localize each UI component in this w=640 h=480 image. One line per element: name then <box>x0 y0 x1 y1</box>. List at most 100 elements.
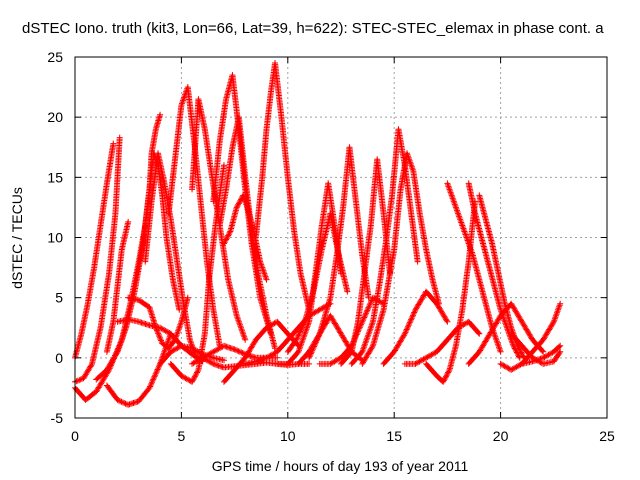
data-point <box>517 345 519 347</box>
data-point <box>559 351 561 353</box>
data-point <box>461 309 463 311</box>
data-point <box>478 194 480 196</box>
data-point <box>231 146 234 148</box>
data-point <box>155 128 157 130</box>
data-point <box>446 339 448 341</box>
data-point <box>114 212 117 215</box>
data-point <box>295 339 297 341</box>
data-point <box>180 104 182 106</box>
data-point <box>159 327 161 329</box>
data-point <box>280 116 283 118</box>
data-point <box>393 248 395 251</box>
data-point <box>191 347 193 349</box>
data-point <box>210 170 212 172</box>
data-point <box>472 254 474 257</box>
data-point <box>368 297 370 299</box>
data-point <box>446 182 448 184</box>
x-tick-label: 10 <box>280 428 296 444</box>
data-point <box>559 303 561 305</box>
data-point <box>327 182 329 184</box>
data-point <box>553 351 555 353</box>
data-point <box>219 224 221 227</box>
data-point <box>106 384 108 387</box>
data-point <box>425 363 427 365</box>
data-point <box>474 212 476 215</box>
data-point <box>397 128 400 130</box>
data-point <box>133 291 136 293</box>
data-point <box>157 152 159 154</box>
series-38 <box>518 342 564 367</box>
data-point <box>274 62 276 64</box>
data-point <box>406 152 408 154</box>
data-point <box>419 212 421 215</box>
data-point <box>138 299 140 301</box>
data-point <box>425 291 427 293</box>
y-tick-label: 15 <box>47 169 63 185</box>
y-tick-label: 10 <box>47 230 63 246</box>
data-point <box>521 321 523 323</box>
series-36 <box>497 300 564 373</box>
data-point <box>276 321 278 323</box>
data-point <box>80 333 82 335</box>
data-point <box>287 333 289 335</box>
data-point <box>340 357 342 359</box>
x-tick-label: 15 <box>386 428 402 444</box>
data-point <box>212 200 214 202</box>
data-point <box>506 327 508 329</box>
data-point <box>553 321 555 323</box>
data-point <box>500 315 502 317</box>
data-point <box>170 351 172 353</box>
data-point <box>223 345 225 347</box>
data-point <box>148 188 151 190</box>
data-point <box>127 221 129 223</box>
data-point <box>155 327 157 329</box>
data-point <box>276 351 278 353</box>
data-point <box>93 266 95 269</box>
data-point <box>340 333 342 335</box>
data-point <box>308 357 310 359</box>
x-tick-label: 20 <box>493 428 509 444</box>
data-point <box>412 170 414 172</box>
data-point <box>329 212 331 215</box>
data-point <box>465 236 468 239</box>
data-point <box>308 321 310 323</box>
data-point <box>176 260 178 263</box>
y-axis-label: dSTEC / TECUs <box>9 187 25 289</box>
data-point <box>351 351 353 353</box>
data-point <box>106 351 108 353</box>
data-point <box>287 339 289 341</box>
data-point <box>91 363 93 365</box>
data-point <box>161 342 163 344</box>
data-point <box>238 116 240 118</box>
series-34 <box>476 192 527 361</box>
data-point <box>489 333 491 335</box>
data-point <box>95 378 97 381</box>
data-point <box>521 345 523 347</box>
data-point <box>404 333 406 335</box>
data-point <box>491 242 493 245</box>
data-point <box>336 254 338 257</box>
data-point <box>478 351 480 353</box>
data-point <box>197 98 200 100</box>
series-4 <box>103 218 132 355</box>
data-point <box>510 333 512 335</box>
data-point <box>106 369 108 371</box>
data-point <box>342 206 344 209</box>
series-19 <box>252 60 313 313</box>
data-point <box>214 224 217 227</box>
data-point <box>265 315 268 317</box>
data-point <box>127 318 129 320</box>
data-point <box>293 230 295 233</box>
data-point <box>246 206 248 209</box>
data-point <box>372 321 374 323</box>
data-point <box>363 273 366 275</box>
data-point <box>138 400 140 402</box>
data-point <box>170 363 172 365</box>
data-point <box>459 218 461 221</box>
data-point <box>159 363 161 365</box>
series-markers <box>476 192 527 361</box>
data-point <box>382 309 385 311</box>
data-point <box>212 363 214 365</box>
data-point <box>382 212 385 215</box>
data-point <box>116 321 119 323</box>
